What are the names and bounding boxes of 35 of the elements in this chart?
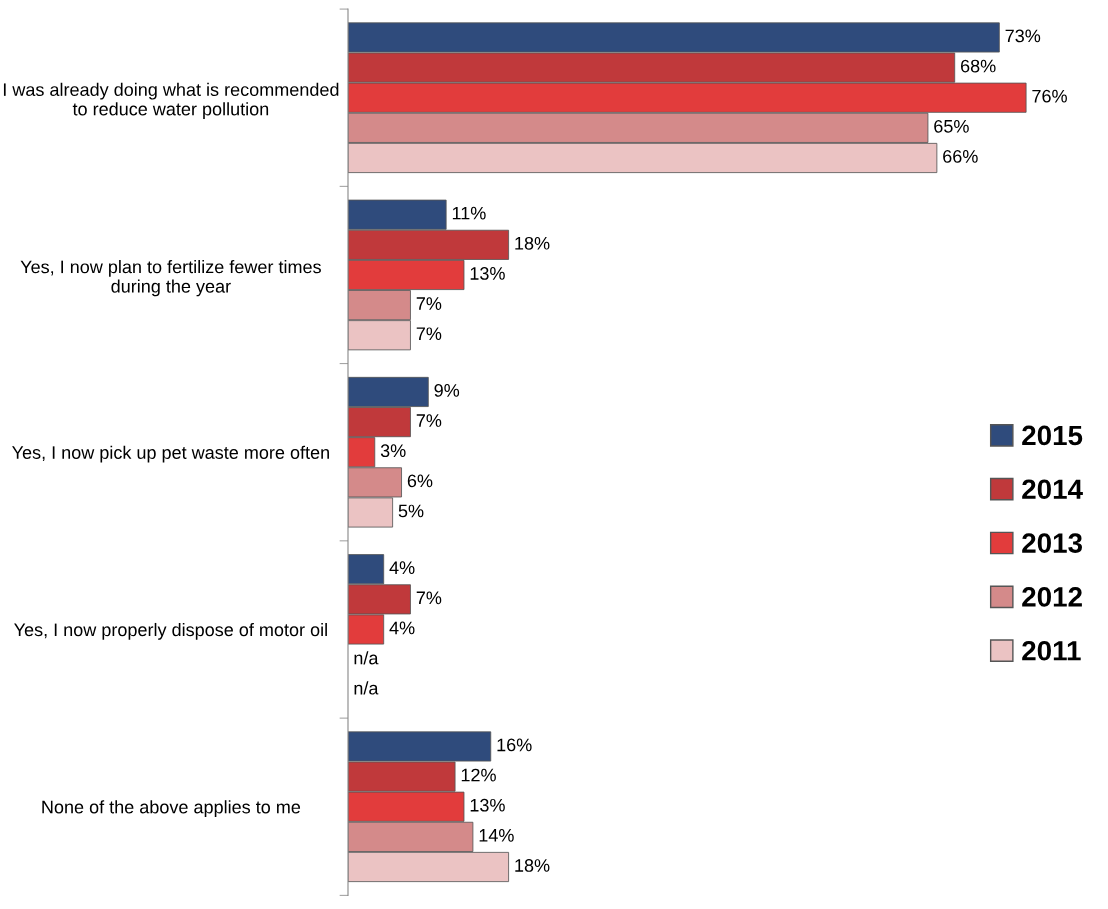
data-label: 65%	[934, 119, 969, 133]
data-label: 12%	[461, 768, 496, 782]
data-label: 14%	[479, 829, 514, 842]
y-tick-label: None of the above applies to me	[42, 800, 301, 818]
data-label: 76%	[1032, 89, 1067, 103]
y-tick-label: I was already doing what is recommended to reduce water pollution	[3, 82, 339, 120]
data-label: 13%	[470, 267, 505, 280]
data-label: 4%	[389, 561, 415, 574]
data-label: 73%	[1005, 29, 1041, 43]
data-label: 7%	[416, 297, 442, 310]
data-label: 66%	[943, 150, 978, 163]
y-tick-label: Yes, I now properly dispose of motor oil	[14, 622, 327, 640]
y-tick-label: Yes, I now pick up pet waste more often	[12, 445, 329, 463]
data-label: 6%	[407, 474, 433, 488]
data-label: 4%	[389, 621, 415, 635]
data-label: 5%	[398, 504, 424, 518]
data-label: 16%	[497, 738, 532, 752]
text: n/a	[354, 651, 379, 665]
legend-label: 2011	[1022, 640, 1081, 661]
data-label: 68%	[960, 59, 996, 73]
data-label: 18%	[515, 236, 550, 250]
y-tick-label: Yes, I now plan to fertilize fewer times during the year	[20, 260, 321, 297]
data-label: 7%	[416, 414, 442, 427]
data-label: 7%	[416, 591, 442, 605]
legend-label: 2015	[1022, 425, 1083, 446]
data-label: 11%	[452, 206, 486, 220]
data-label: 13%	[470, 798, 505, 812]
data-label: 3%	[380, 444, 406, 458]
data-label: 18%	[515, 859, 550, 872]
data-label: 9%	[434, 384, 460, 397]
text: n/a	[354, 681, 379, 695]
legend-label: 2012	[1022, 587, 1082, 607]
legend-label: 2014	[1022, 479, 1083, 500]
data-label: 7%	[416, 327, 442, 341]
legend-label: 2013	[1022, 533, 1082, 553]
